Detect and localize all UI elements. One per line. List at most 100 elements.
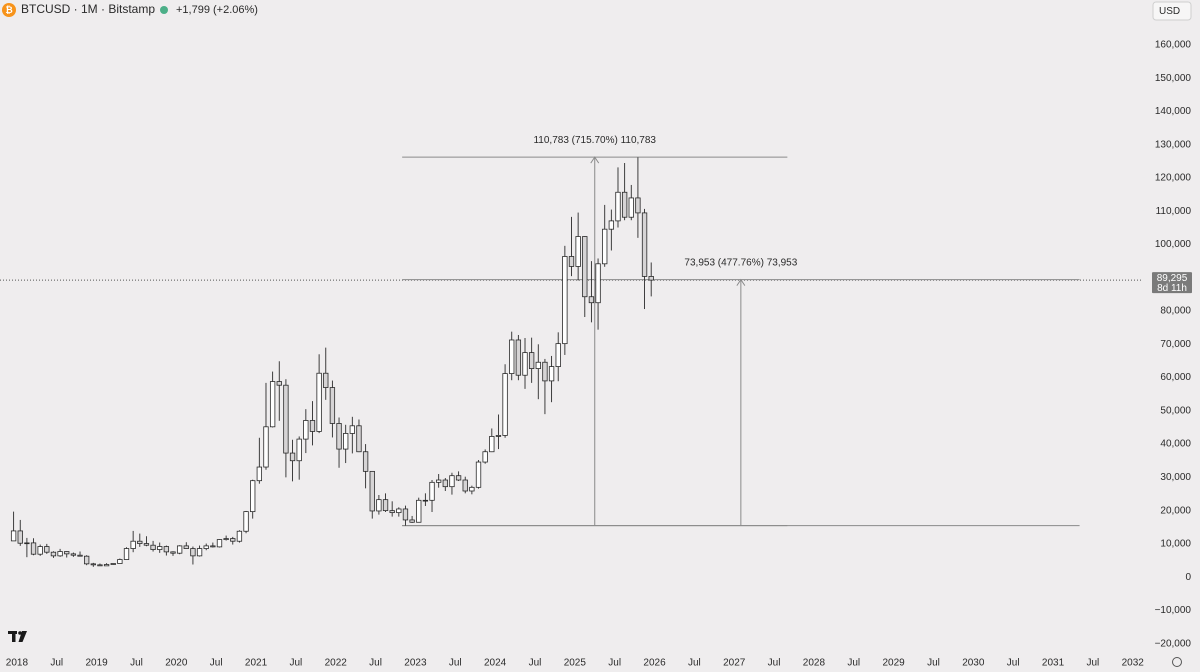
candle-body bbox=[449, 475, 455, 488]
candle-body bbox=[57, 551, 63, 557]
x-tick-label: 2021 bbox=[245, 658, 268, 669]
candle-body bbox=[64, 551, 70, 555]
y-tick-label: 150,000 bbox=[1155, 73, 1192, 84]
x-tick-label: Jul bbox=[289, 658, 302, 669]
x-tick-label: 2027 bbox=[723, 658, 746, 669]
settings-icon[interactable] bbox=[1172, 657, 1182, 667]
y-tick-label: 120,000 bbox=[1155, 173, 1192, 184]
candle-body bbox=[402, 508, 409, 521]
y-tick-label: −10,000 bbox=[1155, 605, 1192, 616]
candle-body bbox=[263, 426, 269, 468]
candle-body bbox=[84, 555, 90, 565]
candle-body bbox=[230, 538, 236, 542]
x-tick-label: 2031 bbox=[1042, 658, 1065, 669]
logo-part bbox=[12, 631, 16, 642]
candle-body bbox=[243, 511, 249, 532]
candle-body bbox=[283, 384, 289, 454]
x-tick-label: Jul bbox=[688, 658, 701, 669]
candle-body bbox=[582, 236, 588, 298]
candle-body bbox=[615, 191, 621, 222]
candle-body bbox=[130, 540, 136, 549]
candle-body bbox=[323, 372, 329, 388]
y-tick-label: 60,000 bbox=[1160, 372, 1191, 383]
candle-body bbox=[256, 466, 263, 482]
tradingview-logo bbox=[8, 631, 27, 642]
candle-body bbox=[10, 530, 17, 542]
x-tick-label: 2026 bbox=[643, 658, 666, 669]
y-tick-label: 110,000 bbox=[1156, 206, 1192, 217]
candle-body bbox=[210, 545, 216, 548]
candle-body bbox=[462, 479, 468, 492]
candle-body bbox=[196, 548, 203, 557]
candle-body bbox=[183, 545, 189, 549]
candle-body bbox=[70, 553, 77, 556]
candle-body bbox=[436, 479, 442, 483]
candle-body bbox=[30, 542, 37, 555]
x-tick-label: Jul bbox=[1086, 658, 1099, 669]
candle-body bbox=[336, 423, 342, 450]
x-tick-label: 2028 bbox=[803, 658, 826, 669]
candle-body bbox=[77, 554, 83, 557]
y-tick-label: 0 bbox=[1185, 572, 1191, 583]
currency-label[interactable]: USD bbox=[1159, 6, 1180, 17]
y-tick-label: 50,000 bbox=[1160, 405, 1191, 416]
last-price-label: 89,295 bbox=[1157, 273, 1188, 284]
x-tick-label: 2023 bbox=[404, 658, 427, 669]
y-tick-label: 160,000 bbox=[1155, 40, 1192, 51]
candle-body bbox=[17, 530, 23, 544]
candle-body bbox=[176, 545, 183, 554]
candle-body bbox=[495, 435, 502, 437]
x-tick-label: Jul bbox=[449, 658, 462, 669]
candle-body bbox=[469, 486, 475, 492]
candle-body bbox=[349, 425, 355, 434]
candle-body bbox=[422, 499, 429, 502]
candle-body bbox=[429, 481, 435, 501]
status-dot bbox=[160, 6, 168, 14]
candle-body bbox=[170, 551, 176, 554]
y-tick-label: 100,000 bbox=[1155, 239, 1192, 250]
candle-body bbox=[641, 212, 648, 277]
candle-body bbox=[628, 197, 634, 218]
y-tick-label: 70,000 bbox=[1160, 339, 1191, 350]
candle-body bbox=[90, 563, 96, 566]
candle-body bbox=[509, 339, 515, 374]
x-tick-label: 2024 bbox=[484, 658, 507, 669]
x-tick-label: Jul bbox=[369, 658, 382, 669]
candle-body bbox=[555, 343, 561, 367]
candle-body bbox=[137, 540, 143, 544]
x-tick-label: 2020 bbox=[165, 658, 188, 669]
candle-body bbox=[568, 256, 575, 267]
y-tick-label: 130,000 bbox=[1155, 139, 1192, 150]
candle-body bbox=[24, 542, 30, 545]
measure-label: 73,953 (477.76%) 73,953 bbox=[684, 257, 797, 268]
last-price-tag bbox=[1152, 272, 1192, 294]
candle-body bbox=[157, 546, 163, 550]
candle-body bbox=[475, 461, 482, 488]
candle-body bbox=[343, 433, 349, 450]
candle-body bbox=[269, 381, 276, 428]
symbol-title: BTCUSD · 1M · Bitstamp bbox=[21, 2, 155, 16]
candle-body bbox=[528, 352, 535, 369]
countdown-label: 8d 11h bbox=[1157, 283, 1187, 294]
symbol-icon-glyph: ₿ bbox=[5, 5, 12, 15]
candle-body bbox=[117, 559, 123, 564]
x-tick-label: 2032 bbox=[1122, 658, 1145, 669]
candle-body bbox=[489, 436, 495, 453]
time-axis: 2018 Jul 2019 Jul 2020 Jul 2021 Jul 2022 Jul 2023 J… bbox=[6, 652, 1144, 669]
x-tick-label: 2030 bbox=[962, 658, 985, 669]
y-tick-label: 40,000 bbox=[1160, 439, 1191, 450]
candle-body bbox=[409, 519, 415, 523]
header: ₿ BTCUSD · 1M · Bitstamp +1,799 (+2.06%) bbox=[2, 2, 258, 17]
candle-body bbox=[216, 539, 223, 548]
measure-label: 110,783 (715.70%) 110,783 bbox=[533, 135, 656, 146]
candle-body bbox=[203, 545, 209, 549]
candle-body bbox=[595, 263, 601, 304]
price-axis: 160,000 150,000 140,000 130,000 120,000 110,0… bbox=[1142, 40, 1192, 649]
x-tick-label: 2022 bbox=[325, 658, 348, 669]
candle-body bbox=[548, 366, 555, 382]
candle-body bbox=[522, 352, 528, 376]
currency-button[interactable] bbox=[1152, 1, 1192, 21]
measure-arrowhead bbox=[590, 156, 600, 164]
